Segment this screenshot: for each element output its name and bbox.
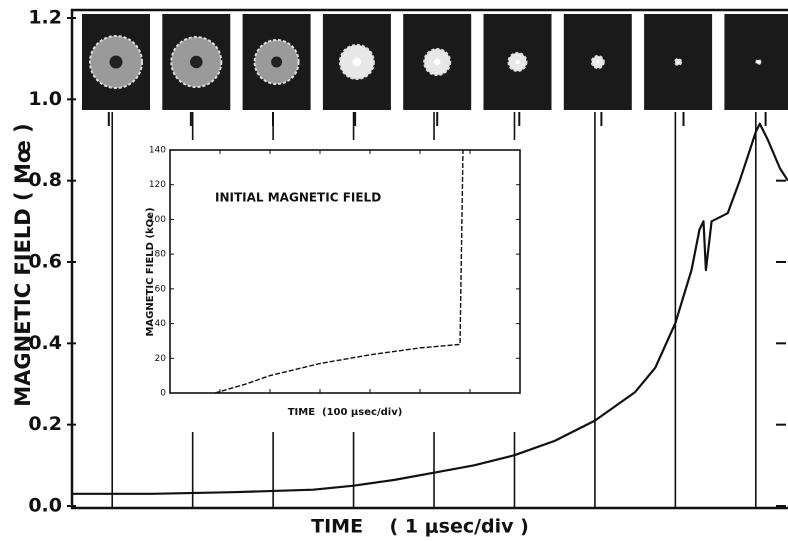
inset-y-tick-label: 140 (149, 146, 166, 156)
inset-y-tick-label: 0 (160, 389, 166, 399)
framing-photos (82, 14, 788, 126)
inset-title: INITIAL MAGNETIC FIELD (215, 191, 381, 205)
photo-core (271, 57, 282, 68)
photo-core (190, 56, 203, 69)
photo-core (353, 58, 362, 67)
inset-x-label: TIME (100 μsec/div) (288, 407, 403, 418)
photo-core (110, 56, 123, 69)
inset-y-tick-label: 40 (155, 319, 167, 329)
x-axis-label: TIME ( 1 μsec/div ) (311, 516, 529, 538)
y-tick-label: 0.0 (28, 495, 62, 517)
y-tick-label: 1.0 (28, 88, 62, 110)
chart: 0.00.20.40.60.81.01.2MAGNETIC FIELD ( Mœ… (0, 0, 788, 541)
y-axis-label: MAGNETIC FIELD ( Mœ ) (11, 123, 35, 407)
inset-y-tick-label: 20 (155, 354, 167, 364)
photo-core (434, 59, 441, 66)
y-tick-label: 0.2 (28, 413, 62, 435)
y-tick-label: 1.2 (28, 7, 62, 29)
photo-core (515, 60, 520, 65)
inset-y-tick-label: 60 (155, 284, 167, 294)
inset-y-label: MAGNETIC FIELD (kOe) (145, 207, 156, 336)
photo-core (596, 61, 599, 64)
photo-core (757, 61, 760, 64)
inset-y-tick-label: 80 (155, 250, 167, 260)
photo-core (677, 61, 680, 64)
inset-background (138, 140, 530, 432)
inset-y-tick-label: 120 (149, 180, 166, 190)
